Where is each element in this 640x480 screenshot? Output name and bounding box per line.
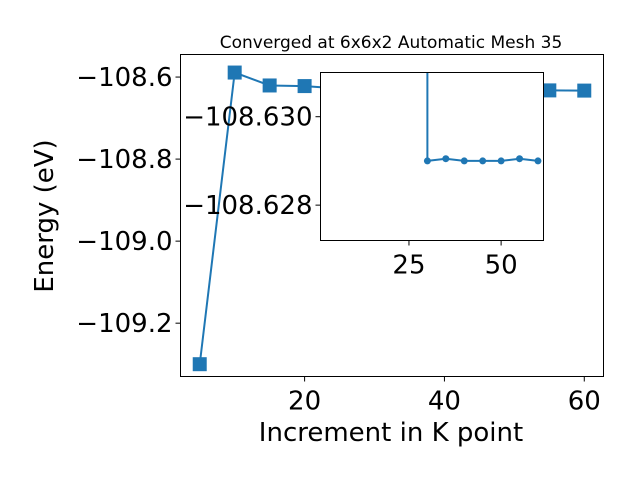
main-plot-frame bbox=[180, 54, 604, 377]
data-point bbox=[442, 155, 450, 163]
data-point bbox=[516, 155, 524, 163]
x-tick-label: 60 bbox=[568, 387, 601, 417]
inset-series bbox=[423, 72, 542, 165]
data-point bbox=[297, 79, 312, 94]
data-point bbox=[227, 65, 242, 80]
y-tick-label: −109.2 bbox=[76, 309, 172, 339]
data-point bbox=[542, 83, 557, 98]
chart-title: Converged at 6x6x2 Automatic Mesh 35 bbox=[220, 33, 563, 53]
main-axes-ticks: 20 40 60 −108.6 −108.8 −109.0 −109.2 bbox=[76, 63, 601, 416]
x-tick-label: 40 bbox=[428, 387, 461, 417]
x-axis-label: Increment in K point bbox=[259, 418, 523, 448]
x-tick-label: 25 bbox=[392, 251, 425, 281]
x-tick-label: 50 bbox=[485, 251, 518, 281]
data-point bbox=[497, 157, 505, 165]
inset-plot: 25 50 −108.630 −108.628 bbox=[183, 72, 544, 281]
data-point bbox=[262, 78, 277, 93]
y-tick-label: −108.8 bbox=[76, 145, 172, 175]
inset-axes-ticks: 25 50 −108.630 −108.628 bbox=[183, 103, 517, 281]
y-axis-label: Energy (eV) bbox=[30, 139, 60, 292]
x-tick-label: 20 bbox=[288, 387, 321, 417]
y-tick-label: −109.0 bbox=[76, 227, 172, 257]
data-point bbox=[460, 157, 468, 165]
inset-plot-frame bbox=[320, 72, 544, 241]
data-point bbox=[577, 83, 592, 98]
data-point bbox=[534, 157, 542, 165]
y-tick-label: −108.628 bbox=[183, 191, 312, 221]
inset-background bbox=[320, 72, 544, 241]
data-point bbox=[192, 357, 207, 372]
y-tick-label: −108.630 bbox=[183, 103, 312, 133]
data-point bbox=[479, 157, 487, 165]
y-tick-label: −108.6 bbox=[76, 63, 172, 93]
